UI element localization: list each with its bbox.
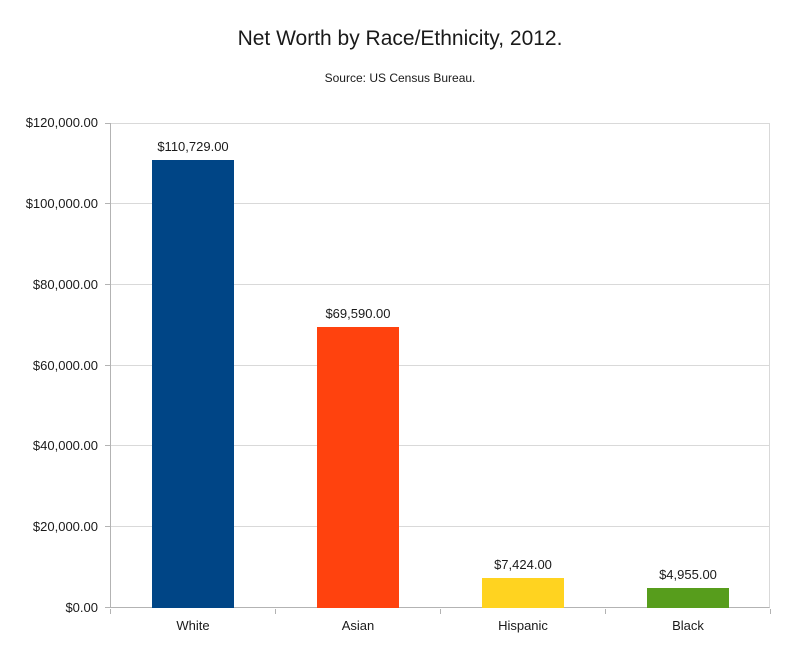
gridline — [111, 526, 769, 528]
gridline — [111, 364, 769, 366]
chart-title: Net Worth by Race/Ethnicity, 2012. — [237, 27, 563, 50]
y-tick-label: $20,000.00 — [32, 519, 98, 535]
y-axis-tick — [105, 283, 110, 285]
gridline — [111, 123, 769, 124]
x-axis-tick — [440, 609, 441, 614]
plot-area — [110, 123, 770, 608]
x-axis-tick — [275, 609, 276, 614]
gridline — [111, 445, 769, 447]
y-axis-tick — [105, 445, 110, 447]
bar — [317, 327, 399, 608]
bar-value-label: $69,590.00 — [325, 306, 391, 321]
bar-value-label: $4,955.00 — [659, 567, 717, 582]
bar — [482, 578, 564, 608]
bar-value-label: $110,729.00 — [157, 139, 229, 154]
gridline — [111, 202, 769, 204]
y-axis-tick — [105, 123, 110, 124]
x-axis-tick — [770, 609, 771, 614]
x-category-label: Asian — [341, 618, 375, 633]
y-tick-label: $80,000.00 — [32, 276, 98, 292]
bar-value-label: $7,424.00 — [494, 557, 552, 572]
x-category-label: Black — [672, 618, 704, 633]
x-category-label: White — [176, 618, 210, 633]
y-tick-label: $120,000.00 — [25, 115, 98, 130]
y-axis-tick — [105, 202, 110, 204]
bar — [647, 588, 729, 608]
x-axis-tick — [110, 609, 111, 614]
y-axis-tick — [105, 526, 110, 528]
x-axis-tick — [605, 609, 606, 614]
gridline — [111, 283, 769, 285]
bar — [152, 160, 234, 608]
x-category-label: Hispanic — [498, 618, 548, 633]
y-axis-tick — [105, 364, 110, 366]
chart-subtitle: Source: US Census Bureau. — [324, 71, 476, 85]
y-tick-label: $60,000.00 — [32, 357, 98, 373]
y-tick-label: $0.00 — [65, 600, 98, 615]
y-tick-label: $100,000.00 — [25, 195, 98, 211]
y-tick-label: $40,000.00 — [32, 438, 98, 454]
y-axis-tick — [105, 607, 110, 608]
